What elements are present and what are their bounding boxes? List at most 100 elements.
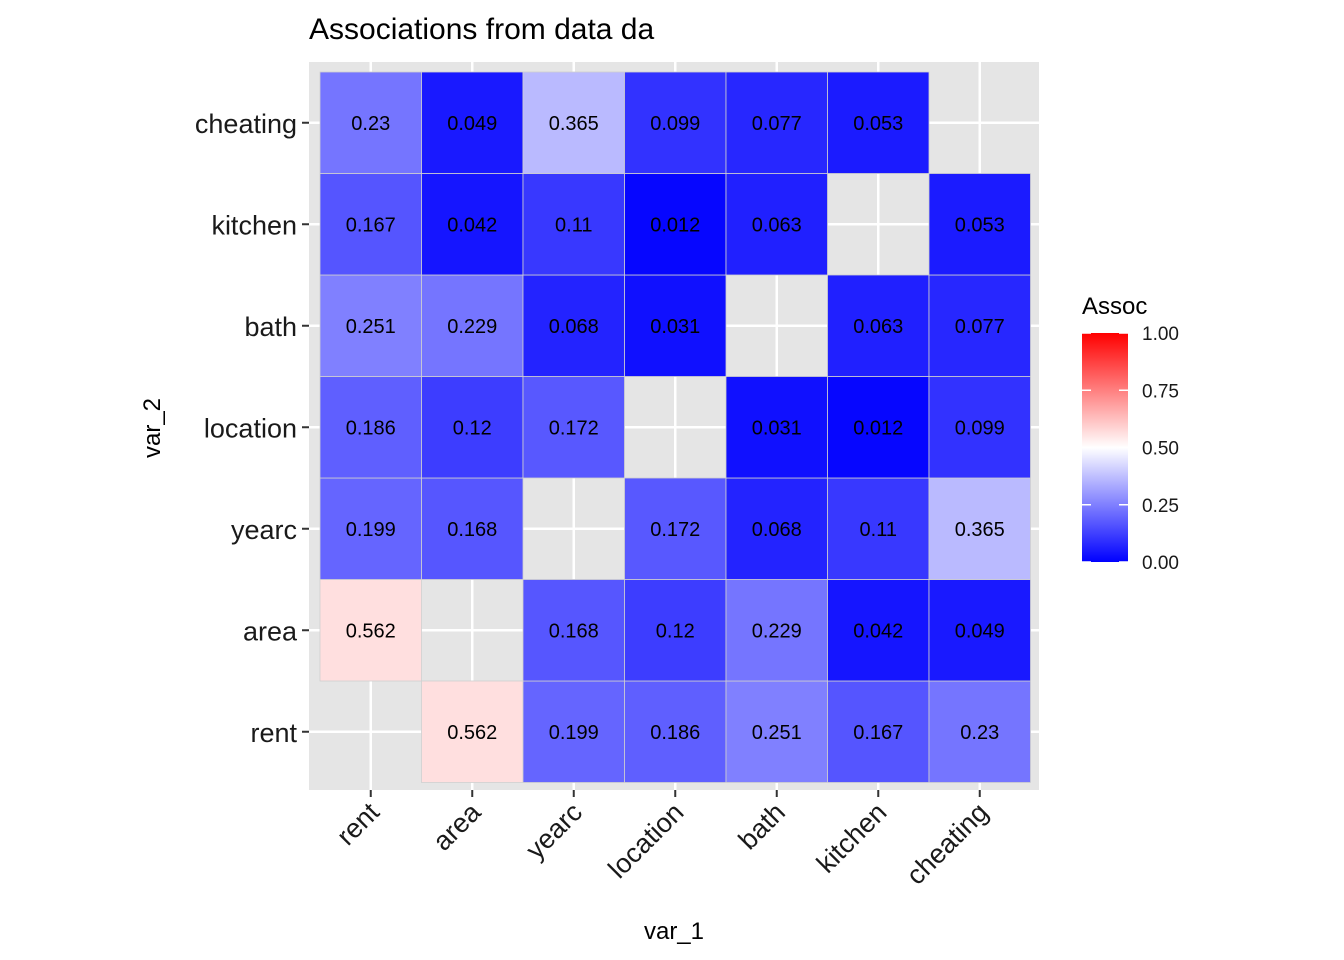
y-axis: rent area yearc location bath kitchen cheating: [195, 109, 309, 748]
legend-ticks: 1.00 0.75 0.50 0.25 0.00: [1082, 324, 1179, 574]
heatmap-cell: [319, 274, 422, 377]
heatmap-cell: [928, 680, 1031, 783]
cell-value-label: 0.199: [549, 722, 599, 744]
cell-value-label: 0.167: [346, 214, 396, 236]
cell-value-label: 0.063: [853, 316, 903, 338]
y-tick-label: kitchen: [211, 210, 297, 240]
heatmap-cell: [319, 579, 422, 682]
heatmap-cell: [624, 477, 727, 580]
heatmap-cell: [827, 71, 930, 174]
heatmap-cell: [725, 376, 828, 479]
cell-value-label: 0.229: [752, 620, 802, 642]
heatmap-cell: [624, 680, 727, 783]
cell-value-label: 0.562: [447, 722, 497, 744]
cell-value-label: 0.172: [650, 519, 700, 541]
cell-value-label: 0.229: [447, 316, 497, 338]
cell-value-label: 0.031: [650, 316, 700, 338]
heatmap-cell: [928, 579, 1031, 682]
cell-value-label: 0.23: [351, 113, 390, 135]
cell-value-label: 0.251: [346, 316, 396, 338]
y-tick-label: cheating: [195, 109, 297, 139]
heatmap-cells: 0.562 0.199 0.186 0.251 0.167 0.23 0.562 0.168 0…: [319, 71, 1031, 783]
legend-tick-label: 1.00: [1142, 324, 1179, 345]
heatmap-cell: [319, 71, 422, 174]
y-tick-label: location: [204, 413, 297, 443]
cell-value-label: 0.251: [752, 722, 802, 744]
cell-value-label: 0.049: [955, 620, 1005, 642]
heatmap-cell: [827, 376, 930, 479]
heatmap-cell: [827, 274, 930, 377]
heatmap-cell: [522, 579, 625, 682]
cell-value-label: 0.077: [752, 113, 802, 135]
heatmap-cell: [522, 680, 625, 783]
cell-value-label: 0.12: [453, 417, 492, 439]
heatmap-cell: [319, 477, 422, 580]
cell-value-label: 0.186: [346, 417, 396, 439]
cell-value-label: 0.168: [549, 620, 599, 642]
heatmap-cell: [725, 579, 828, 682]
legend-tick-label: 0.50: [1142, 439, 1179, 460]
legend-tick-label: 0.75: [1142, 381, 1179, 402]
cell-value-label: 0.053: [955, 214, 1005, 236]
legend-tick-label: 0.25: [1142, 496, 1179, 517]
heatmap-cell: [522, 71, 625, 174]
y-tick-label: rent: [250, 718, 297, 748]
cell-value-label: 0.365: [955, 519, 1005, 541]
cell-value-label: 0.167: [853, 722, 903, 744]
cell-value-label: 0.042: [447, 214, 497, 236]
heatmap-cell: [421, 477, 524, 580]
cell-value-label: 0.068: [752, 519, 802, 541]
legend-title: Assoc: [1082, 293, 1147, 320]
heatmap-cell: [928, 173, 1031, 276]
cell-value-label: 0.172: [549, 417, 599, 439]
cell-value-label: 0.099: [650, 113, 700, 135]
x-axis-title: var_1: [644, 918, 704, 945]
heatmap-cell: [928, 274, 1031, 377]
cell-value-label: 0.099: [955, 417, 1005, 439]
y-axis-title: var_2: [139, 398, 166, 458]
heatmap-cell: [421, 173, 524, 276]
heatmap-cell: [421, 680, 524, 783]
heatmap-cell: [421, 274, 524, 377]
heatmap-cell: [928, 376, 1031, 479]
cell-value-label: 0.199: [346, 519, 396, 541]
cell-value-label: 0.012: [853, 417, 903, 439]
heatmap-cell: [725, 477, 828, 580]
heatmap-cell: [522, 274, 625, 377]
cell-value-label: 0.168: [447, 519, 497, 541]
heatmap-cell: [522, 173, 625, 276]
heatmap-cell: [624, 173, 727, 276]
cell-value-label: 0.031: [752, 417, 802, 439]
y-tick-label: area: [243, 616, 298, 646]
cell-value-label: 0.049: [447, 113, 497, 135]
cell-value-label: 0.186: [650, 722, 700, 744]
cell-value-label: 0.11: [860, 519, 897, 541]
cell-value-label: 0.23: [960, 722, 999, 744]
heatmap-cell: [319, 173, 422, 276]
y-tick-label: bath: [244, 312, 297, 342]
heatmap-cell: [624, 71, 727, 174]
heatmap-cell: [421, 71, 524, 174]
chart-title: Associations from data da: [309, 13, 654, 46]
heatmap-cell: [827, 680, 930, 783]
heatmap-cell: [725, 173, 828, 276]
cell-value-label: 0.11: [555, 214, 592, 236]
cell-value-label: 0.068: [549, 316, 599, 338]
y-tick-label: yearc: [231, 515, 297, 545]
cell-value-label: 0.562: [346, 620, 396, 642]
cell-value-label: 0.077: [955, 316, 1005, 338]
heatmap-cell: [725, 71, 828, 174]
heatmap-cell: [522, 376, 625, 479]
cell-value-label: 0.063: [752, 214, 802, 236]
color-legend: Assoc 1.00 0.75 0.50 0.25 0.00: [1082, 293, 1179, 574]
cell-value-label: 0.053: [853, 113, 903, 135]
cell-value-label: 0.042: [853, 620, 903, 642]
heatmap-cell: [928, 477, 1031, 580]
heatmap-cell: [624, 579, 727, 682]
heatmap-cell: [725, 680, 828, 783]
cell-value-label: 0.012: [650, 214, 700, 236]
legend-tick-label: 0.00: [1142, 553, 1179, 574]
cell-value-label: 0.12: [656, 620, 695, 642]
cell-value-label: 0.365: [549, 113, 599, 135]
